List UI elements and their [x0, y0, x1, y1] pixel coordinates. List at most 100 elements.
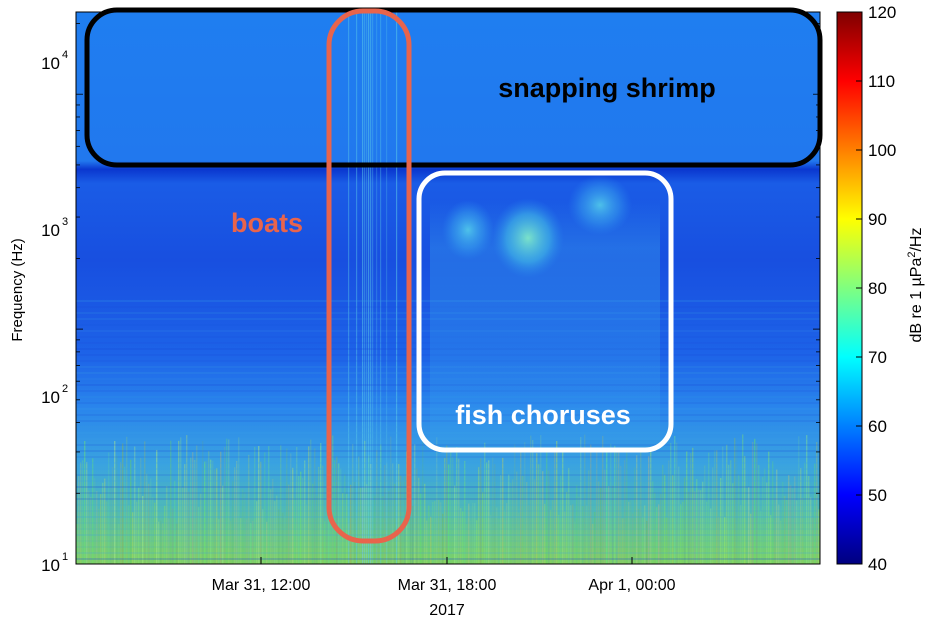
spectrogram-band — [76, 558, 820, 560]
spectrogram-streak — [580, 437, 582, 564]
spectrogram-streak — [708, 452, 710, 564]
colorbar-tick-label: 110 — [868, 72, 895, 91]
spectrogram-streak — [136, 501, 138, 564]
spectrogram-streak — [224, 446, 226, 564]
spectrogram-streak — [666, 517, 668, 564]
spectrogram-streak — [172, 508, 174, 564]
spectrogram-streak — [498, 519, 500, 564]
spectrogram-streak — [564, 511, 566, 564]
spectrogram-streak — [124, 466, 126, 564]
y-tick-label: 10 2 — [41, 383, 68, 407]
spectrogram-streak — [178, 440, 180, 564]
spectrogram-streak — [170, 440, 172, 564]
spectrogram-streak — [590, 444, 592, 564]
spectrogram-streak — [758, 465, 760, 564]
spectrogram-streak — [632, 513, 634, 564]
spectrogram-streak — [370, 463, 372, 564]
spectrogram-streak — [460, 508, 462, 564]
spectrogram-streak — [346, 493, 348, 564]
spectrogram-streak — [488, 460, 490, 564]
spectrogram-streak — [576, 485, 578, 564]
spectrogram-streak — [144, 441, 146, 564]
spectrogram-streak — [756, 443, 758, 564]
spectrogram-streak — [434, 501, 436, 564]
spectrogram-streak — [322, 465, 324, 564]
spectrogram-streak — [466, 523, 468, 564]
spectrogram-streak — [294, 497, 296, 564]
spectrogram-streak — [342, 493, 344, 564]
spectrogram-streak — [270, 489, 272, 564]
spectrogram-streak — [714, 450, 716, 564]
spectrogram-streak — [408, 489, 410, 564]
spectrogram-streak — [80, 462, 82, 564]
spectrogram-streak — [600, 487, 602, 564]
spectrogram-streak — [478, 467, 480, 564]
spectrogram-streak — [638, 508, 640, 564]
spectrogram-streak — [538, 464, 540, 564]
spectrogram-streak — [278, 509, 280, 564]
spectrogram-streak — [506, 503, 508, 564]
boat-noise-streak — [356, 12, 358, 564]
spectrogram-streak — [536, 453, 538, 564]
spectrogram-streak — [684, 477, 686, 564]
spectrogram-streak — [132, 512, 134, 564]
spectrogram-streak — [752, 442, 754, 564]
spectrogram-streak — [126, 436, 128, 564]
spectrogram-streak — [448, 464, 450, 564]
spectrogram-streak — [308, 446, 310, 564]
spectrogram-streak — [102, 482, 104, 564]
spectrogram-streak — [794, 476, 796, 564]
spectrogram-streak — [118, 523, 120, 564]
spectrogram-streak — [390, 436, 392, 564]
spectrogram-streak — [310, 439, 312, 564]
spectrogram-streak — [244, 492, 246, 564]
spectrogram-streak — [552, 500, 554, 564]
spectrogram-streak — [212, 460, 214, 564]
spectrogram-streak — [90, 497, 92, 564]
spectrogram-streak — [372, 491, 374, 564]
svg-text:1: 1 — [62, 551, 68, 563]
spectrogram-band — [76, 498, 820, 500]
x-axis-ticks: Mar 31, 12:00 Mar 31, 18:00 Apr 1, 00:00 — [212, 557, 676, 594]
spectrogram-streak — [540, 435, 542, 564]
spectrogram-streak — [482, 492, 484, 564]
spectrogram-streak — [748, 487, 750, 564]
fish-choruses-box — [416, 170, 674, 453]
spectrogram-streak — [150, 478, 152, 564]
spectrogram-streak — [486, 462, 488, 564]
spectrogram-streak — [612, 485, 614, 564]
spectrogram-streak — [468, 503, 470, 564]
spectrogram-streak — [702, 481, 704, 564]
spectrogram-streak — [662, 464, 664, 564]
spectrogram-streak — [642, 516, 644, 564]
spectrogram-streak — [398, 464, 400, 564]
spectrogram-streak — [788, 474, 790, 564]
spectrogram-streak — [456, 447, 458, 564]
spectrogram-streak — [106, 501, 108, 564]
spectrogram-streak — [254, 446, 256, 564]
spectrogram-streak — [760, 510, 762, 564]
spectrogram-streak — [818, 509, 820, 564]
spectrogram-streak — [476, 520, 478, 564]
spectrogram-streak — [260, 461, 262, 564]
svg-text:2: 2 — [62, 383, 68, 395]
spectrogram-streak — [472, 502, 474, 564]
spectrogram-streak — [630, 500, 632, 564]
spectrogram-band — [76, 456, 820, 458]
spectrogram-streak — [412, 505, 414, 564]
svg-text:3: 3 — [62, 216, 68, 228]
spectrogram-streak — [686, 451, 688, 564]
spectrogram-streak — [104, 478, 106, 564]
spectrogram-streak — [266, 521, 268, 564]
spectrogram-streak — [712, 467, 714, 564]
spectrogram-streak — [418, 477, 420, 564]
spectrogram-streak — [726, 444, 728, 564]
spectrogram-streak — [560, 475, 562, 564]
spectrogram-streak — [194, 459, 196, 564]
boat-noise-streak — [380, 12, 382, 564]
spectrogram-streak — [122, 443, 124, 564]
spectrogram-streak — [806, 435, 808, 564]
spectrogram-streak — [768, 451, 770, 564]
spectrogram-streak — [134, 446, 136, 564]
spectrogram-streak — [660, 493, 662, 564]
